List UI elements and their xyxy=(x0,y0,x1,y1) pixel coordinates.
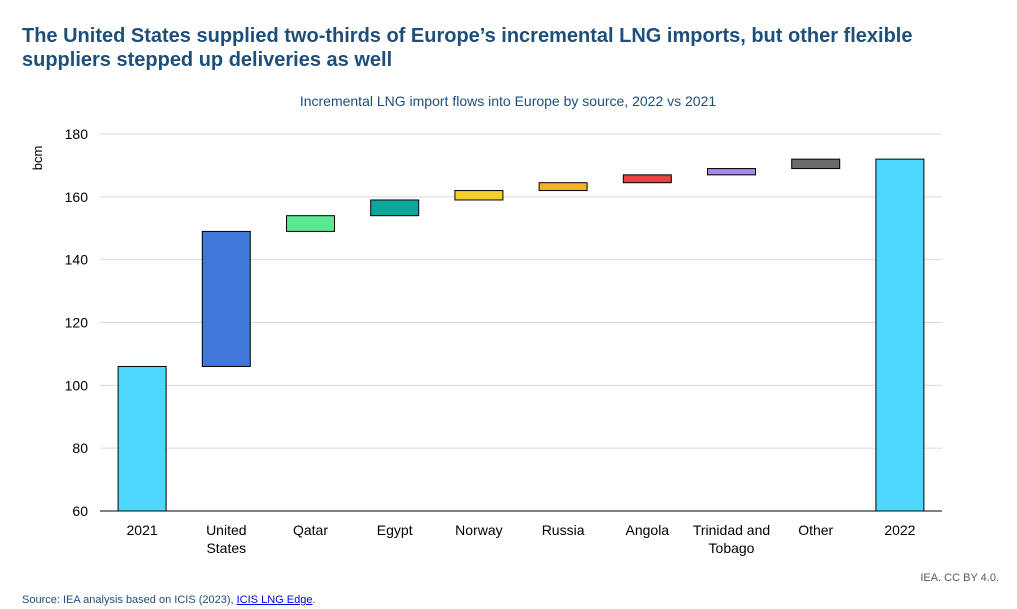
x-tick-label: Norway xyxy=(455,522,502,538)
x-tick-label: Other xyxy=(798,522,833,538)
x-tick-label-line: Angola xyxy=(626,522,670,538)
x-tick-label: 2022 xyxy=(884,522,915,538)
bar-egypt xyxy=(370,199,420,217)
x-tick-label: Angola xyxy=(626,522,670,538)
x-tick-label-line: Other xyxy=(798,522,833,538)
y-axis-label: bcm xyxy=(30,146,45,171)
x-tick-label: Russia xyxy=(542,522,585,538)
bar-trinidad-and-tobago xyxy=(707,168,756,176)
bar-2022 xyxy=(875,158,925,512)
y-tick-label: 80 xyxy=(72,440,88,456)
bar-qatar xyxy=(286,215,335,232)
source-note: Source: IEA analysis based on ICIS (2023… xyxy=(22,594,316,606)
y-tick-label: 160 xyxy=(65,189,89,205)
bar-2021 xyxy=(117,365,167,512)
source-prefix: Source: IEA analysis based on ICIS (2023… xyxy=(22,594,237,606)
x-tick-label: Trinidad and Tobago xyxy=(693,522,770,556)
y-tick-label: 180 xyxy=(65,126,89,142)
x-tick-label-line: States xyxy=(206,540,246,556)
x-axis-ticks: 2021 United States Qatar Egypt Norway Russia An… xyxy=(127,522,916,556)
y-tick-label: 60 xyxy=(72,503,88,519)
x-tick-label-line: Trinidad and xyxy=(693,522,770,538)
x-tick-label-line: 2021 xyxy=(127,522,158,538)
credit-note: IEA. CC BY 4.0. xyxy=(920,572,999,584)
x-tick-label: Qatar xyxy=(293,522,328,538)
bars xyxy=(117,158,925,512)
source-suffix: . xyxy=(312,594,316,606)
x-tick-label: 2021 xyxy=(127,522,158,538)
x-tick-label-line: Egypt xyxy=(377,522,413,538)
x-tick-label-line: Qatar xyxy=(293,522,328,538)
bar-other xyxy=(791,158,841,170)
x-tick-label-line: Russia xyxy=(542,522,585,538)
page-headline: The United States supplied two-thirds of… xyxy=(22,25,913,71)
y-tick-label: 120 xyxy=(65,315,89,331)
x-tick-label-line: 2022 xyxy=(884,522,915,538)
x-tick-label: Egypt xyxy=(377,522,413,538)
bar-united-states xyxy=(201,230,251,367)
y-tick-label: 140 xyxy=(65,252,89,268)
x-tick-label-line: United xyxy=(206,522,246,538)
chart-title: Incremental LNG import flows into Europe… xyxy=(300,93,717,109)
bar-norway xyxy=(454,190,504,201)
source-link[interactable]: ICIS LNG Edge xyxy=(236,594,313,606)
x-tick-label: United States xyxy=(206,522,246,556)
x-tick-label-line: Norway xyxy=(455,522,502,538)
y-tick-label: 100 xyxy=(65,377,89,393)
x-tick-label-line: Tobago xyxy=(709,540,755,556)
y-axis-ticks: 60 80 100 120 140 160 180 xyxy=(65,126,89,519)
bar-angola xyxy=(622,174,672,184)
bar-russia xyxy=(538,182,588,192)
